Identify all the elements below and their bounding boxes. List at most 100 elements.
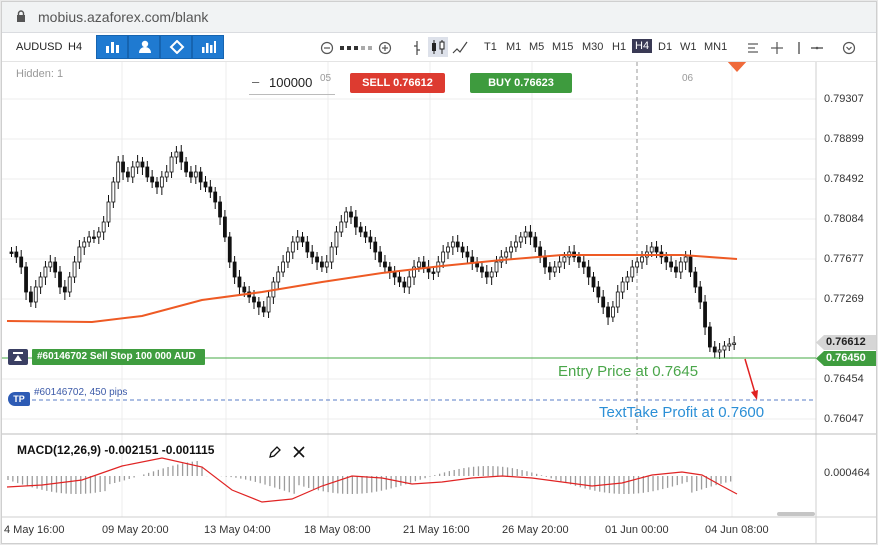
- tf-d1[interactable]: D1: [658, 41, 673, 53]
- diamond-icon: [169, 40, 185, 54]
- candle: [378, 251, 383, 263]
- price-chart[interactable]: [2, 62, 876, 544]
- candle: [305, 241, 310, 253]
- candle: [363, 231, 368, 238]
- candle: [315, 256, 319, 263]
- candle: [688, 256, 693, 273]
- tf-m15[interactable]: M15: [552, 41, 574, 53]
- tf-w1[interactable]: W1: [680, 41, 697, 53]
- candle: [87, 236, 91, 243]
- tf-m1[interactable]: M1: [506, 41, 522, 53]
- candle: [101, 221, 106, 233]
- tf-t1[interactable]: T1: [484, 41, 497, 53]
- candle: [547, 266, 552, 273]
- candle: [683, 256, 688, 263]
- drawing-tools-button[interactable]: [160, 35, 192, 59]
- horizontal-line-icon[interactable]: [810, 41, 824, 55]
- candle: [528, 231, 533, 238]
- tf-m5[interactable]: M5: [529, 41, 545, 53]
- candle: [407, 276, 412, 288]
- zoom-in-icon[interactable]: [378, 41, 392, 55]
- candle: [678, 261, 683, 273]
- url-text[interactable]: mobius.azaforex.com/blank: [38, 9, 209, 25]
- macd-signal-line: [6, 457, 738, 503]
- tf-h4[interactable]: H4: [632, 39, 653, 53]
- candle: [9, 251, 14, 254]
- buy-label: BUY: [488, 77, 512, 89]
- indicators-button[interactable]: [128, 35, 160, 59]
- symbol-label[interactable]: AUDUSD: [16, 41, 63, 53]
- candle: [189, 171, 193, 178]
- candle: [557, 261, 562, 268]
- candle: [693, 271, 698, 288]
- tf-h1[interactable]: H1: [612, 41, 627, 53]
- candle: [72, 261, 77, 278]
- zoom-out-icon[interactable]: [320, 41, 334, 55]
- tf-m30[interactable]: M30: [582, 41, 604, 53]
- chart-type-button[interactable]: [96, 35, 128, 59]
- candle: [116, 161, 121, 183]
- candle: [421, 261, 426, 268]
- candle: [344, 211, 349, 223]
- bar-chart-icon: [106, 42, 119, 53]
- candle: [310, 251, 315, 258]
- hidden-objects-label[interactable]: Hidden: 1: [16, 68, 64, 80]
- candle: [319, 261, 324, 268]
- quantity-value[interactable]: 100000: [269, 75, 313, 90]
- sell-button[interactable]: SELL 0.76612: [350, 73, 445, 93]
- candle: [402, 281, 407, 288]
- y-tick: 0.79307: [824, 93, 864, 105]
- bars-style-icon[interactable]: [412, 40, 422, 56]
- zoom-slider[interactable]: [340, 45, 372, 51]
- candle: [242, 286, 247, 293]
- crosshair-icon[interactable]: [770, 41, 784, 55]
- order-marker-triangle[interactable]: [726, 62, 748, 72]
- candle: [392, 271, 397, 278]
- candle: [58, 271, 62, 288]
- period-mark: 05: [320, 73, 332, 84]
- candle: [732, 342, 737, 345]
- pending-order-label[interactable]: #60146702 Sell Stop 100 000 AUD: [32, 349, 205, 365]
- candle: [611, 306, 615, 318]
- lock-icon: [17, 10, 25, 22]
- moving-average-line: [6, 254, 738, 324]
- candle: [135, 161, 140, 168]
- sell-label: SELL: [362, 77, 391, 89]
- candle: [300, 236, 305, 243]
- candle: [562, 256, 567, 263]
- period-label[interactable]: H4: [68, 41, 83, 53]
- quantity-stepper[interactable]: – 100000: [249, 70, 335, 95]
- minus-icon[interactable]: –: [252, 74, 260, 89]
- y-tick: 0.76454: [824, 373, 864, 385]
- candle: [470, 256, 475, 263]
- tf-mn1[interactable]: MN1: [704, 41, 728, 53]
- macd-histogram: [7, 460, 732, 494]
- x-tick: 26 May 20:00: [502, 524, 569, 536]
- objects-button[interactable]: [192, 35, 224, 59]
- y-tick: 0.78084: [824, 213, 864, 225]
- close-icon[interactable]: [292, 445, 306, 459]
- candle: [145, 166, 150, 178]
- browser-address-bar[interactable]: mobius.azaforex.com/blank: [2, 2, 876, 33]
- candles-style-icon[interactable]: [428, 37, 448, 57]
- candle: [446, 246, 450, 253]
- scrollbar[interactable]: [777, 512, 815, 516]
- chevron-down-circle-icon[interactable]: [842, 41, 856, 55]
- candle: [480, 266, 484, 273]
- candle: [591, 276, 596, 288]
- order-close-icon[interactable]: [8, 349, 28, 365]
- candle: [460, 246, 465, 253]
- tp-badge[interactable]: TP: [8, 392, 30, 406]
- candle: [586, 266, 591, 278]
- candle: [455, 241, 460, 248]
- settings-lines-icon[interactable]: [746, 41, 760, 55]
- candle: [208, 186, 213, 193]
- entry-price-annotation: Entry Price at 0.7645: [558, 363, 699, 380]
- macd-axis-tick: 0.000464: [824, 467, 870, 479]
- line-style-icon[interactable]: [452, 40, 468, 56]
- buy-button[interactable]: BUY 0.76623: [470, 73, 572, 93]
- vertical-line-icon[interactable]: [794, 41, 804, 55]
- candle: [237, 276, 242, 288]
- candle: [14, 251, 19, 258]
- pencil-icon[interactable]: [268, 445, 282, 459]
